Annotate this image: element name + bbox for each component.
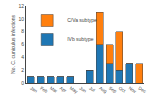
svg-text:0: 0 <box>21 80 24 86</box>
svg-text:10: 10 <box>18 16 24 22</box>
svg-text:Nov: Nov <box>128 86 138 95</box>
svg-text:12: 12 <box>18 3 24 9</box>
svg-text:Jul: Jul <box>88 86 95 93</box>
svg-text:May: May <box>69 86 80 95</box>
svg-text:IVb subtype: IVb subtype <box>67 36 94 42</box>
svg-text:C/Va subtype: C/Va subtype <box>67 17 97 23</box>
svg-text:Apr: Apr <box>59 86 68 94</box>
svg-text:No. C. cuniculus infections: No. C. cuniculus infections <box>10 15 16 74</box>
svg-text:Sep: Sep <box>108 86 118 95</box>
svg-text:Jun: Jun <box>78 86 87 94</box>
svg-text:Aug: Aug <box>98 86 108 95</box>
svg-text:8: 8 <box>21 28 24 34</box>
svg-text:4: 4 <box>21 54 24 60</box>
svg-text:Jan: Jan <box>29 86 38 94</box>
svg-text:Oct: Oct <box>118 86 127 94</box>
svg-text:Feb: Feb <box>39 86 49 94</box>
svg-text:2: 2 <box>21 67 24 73</box>
svg-text:Dec: Dec <box>137 86 147 95</box>
svg-text:6: 6 <box>21 41 24 47</box>
svg-text:Mar: Mar <box>49 86 59 94</box>
